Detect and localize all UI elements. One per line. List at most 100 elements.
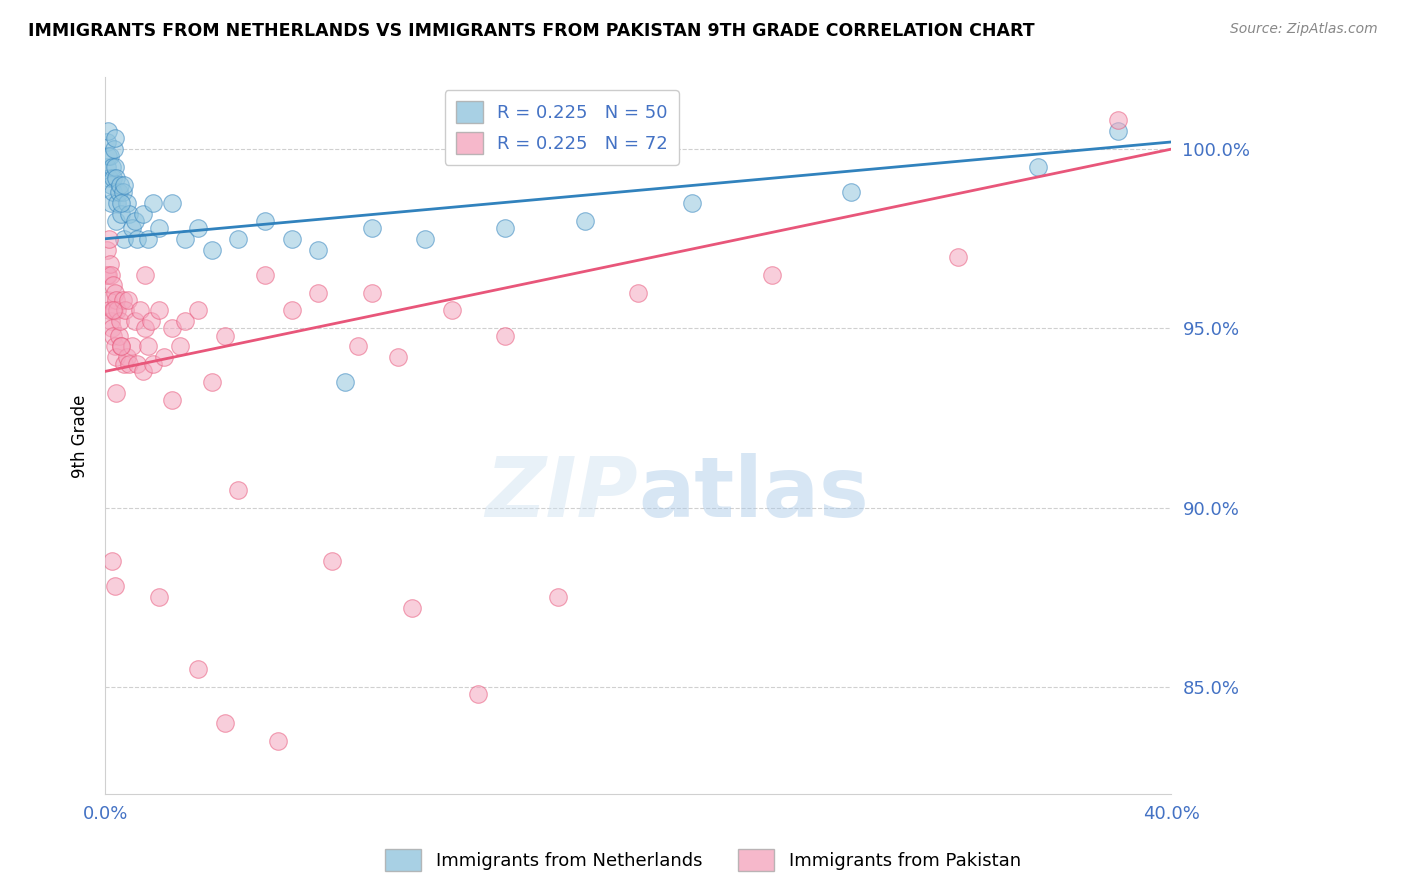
Point [97,268,120,282]
Point [104,339,127,353]
Point [101,278,124,293]
Point [97,124,120,138]
Point [174,232,197,246]
Point [98,232,121,246]
Text: Source: ZipAtlas.com: Source: ZipAtlas.com [1230,22,1378,37]
Point [105,170,128,185]
Point [148,591,170,605]
Point [174,314,197,328]
Legend: R = 0.225   N = 50, R = 0.225   N = 72: R = 0.225 N = 50, R = 0.225 N = 72 [444,90,679,165]
Y-axis label: 9th Grade: 9th Grade [72,394,89,477]
Point [139,314,162,328]
Point [440,303,463,318]
Point [136,339,159,353]
Point [134,268,156,282]
Point [105,195,128,210]
Point [494,221,516,235]
Point [187,303,209,318]
Point [360,221,382,235]
Point [267,733,290,747]
Point [214,328,236,343]
Point [142,195,165,210]
Point [254,214,277,228]
Point [214,715,236,730]
Point [1107,113,1129,128]
Point [96,243,118,257]
Point [574,214,596,228]
Point [103,303,125,318]
Point [160,392,183,407]
Point [187,221,209,235]
Point [169,339,191,353]
Point [100,268,122,282]
Point [360,285,382,300]
Point [160,321,183,335]
Point [103,328,125,343]
Point [110,195,132,210]
Point [201,243,224,257]
Point [103,579,125,593]
Point [124,214,146,228]
Point [104,214,127,228]
Point [347,339,370,353]
Point [110,339,132,353]
Point [101,321,124,335]
Point [103,285,125,300]
Point [254,268,277,282]
Point [201,375,224,389]
Text: IMMIGRANTS FROM NETHERLANDS VS IMMIGRANTS FROM PAKISTAN 9TH GRADE CORRELATION CH: IMMIGRANTS FROM NETHERLANDS VS IMMIGRANT… [28,22,1035,40]
Point [105,350,128,364]
Point [321,554,343,568]
Point [112,232,135,246]
Point [134,321,156,335]
Point [121,221,143,235]
Point [946,250,969,264]
Text: atlas: atlas [638,453,869,533]
Point [104,293,127,307]
Point [114,303,136,318]
Point [118,357,141,371]
Point [103,142,125,156]
Point [281,303,304,318]
Point [627,285,650,300]
Point [281,232,304,246]
Point [333,375,356,389]
Point [681,195,703,210]
Point [136,232,159,246]
Point [387,350,409,364]
Point [107,328,129,343]
Point [148,221,170,235]
Point [110,207,132,221]
Point [96,268,118,282]
Point [494,328,516,343]
Point [104,160,127,174]
Point [413,232,436,246]
Point [142,357,165,371]
Point [401,601,423,615]
Point [127,357,149,371]
Point [112,178,135,192]
Point [128,303,150,318]
Point [98,303,121,318]
Point [108,178,131,192]
Point [118,207,141,221]
Point [111,293,134,307]
Point [160,195,183,210]
Point [110,339,132,353]
Point [127,232,149,246]
Point [124,314,146,328]
Point [1026,160,1049,174]
Point [841,185,863,199]
Point [104,385,127,400]
Point [131,207,153,221]
Point [101,554,124,568]
Point [98,149,121,163]
Point [112,357,135,371]
Point [228,483,250,497]
Point [107,185,129,199]
Point [103,303,125,318]
Point [761,268,783,282]
Point [111,185,134,199]
Point [131,364,153,378]
Text: ZIP: ZIP [485,453,638,533]
